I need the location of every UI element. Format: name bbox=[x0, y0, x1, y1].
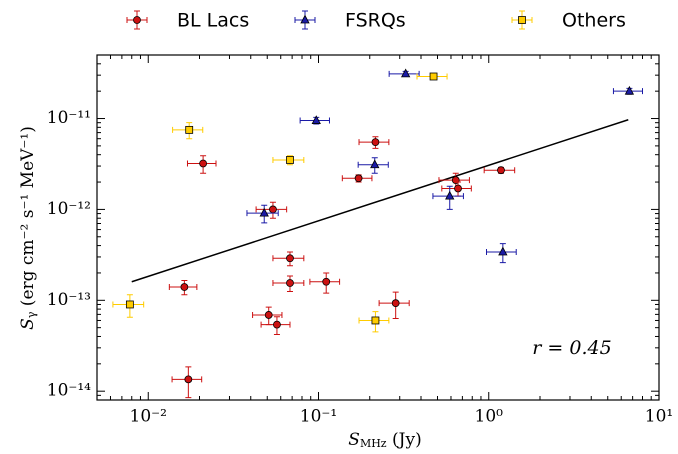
point bbox=[264, 311, 273, 319]
legend-label: Others bbox=[562, 10, 626, 32]
point bbox=[624, 85, 635, 95]
point bbox=[322, 277, 331, 286]
point bbox=[180, 283, 189, 291]
x-tick-label: 10⁻² bbox=[130, 407, 167, 427]
y-tick-label: 10⁻¹⁴ bbox=[47, 381, 91, 401]
y-axis-label: Sγ (erg cm⁻² s⁻¹ MeV⁻¹) bbox=[18, 126, 39, 330]
y-label-symbol: S bbox=[18, 318, 38, 330]
x-axis-label: SMHz (Jy) bbox=[348, 430, 421, 451]
point bbox=[125, 300, 134, 309]
point bbox=[269, 205, 277, 214]
point bbox=[498, 246, 508, 256]
point bbox=[286, 254, 294, 263]
plot-frame bbox=[96, 54, 660, 401]
fit-line bbox=[131, 119, 629, 283]
point bbox=[454, 184, 462, 193]
legend-label: FSRQs bbox=[345, 10, 406, 32]
point bbox=[445, 190, 455, 200]
y-tick-label: 10⁻¹¹ bbox=[47, 108, 91, 128]
x-label-symbol: S bbox=[348, 430, 360, 450]
point bbox=[184, 375, 193, 384]
x-tick-label: 10¹ bbox=[645, 407, 673, 427]
point bbox=[429, 72, 438, 81]
point bbox=[371, 138, 380, 147]
point bbox=[311, 115, 321, 124]
annotation: r = 0.45 bbox=[532, 337, 611, 359]
point bbox=[199, 159, 208, 168]
point bbox=[273, 320, 281, 329]
point bbox=[400, 68, 411, 78]
x-label-subscript: MHz bbox=[360, 437, 387, 450]
legend-marker bbox=[300, 14, 310, 24]
legend-marker bbox=[133, 16, 141, 24]
y-label-units: (erg cm⁻² s⁻¹ MeV⁻¹) bbox=[18, 126, 38, 311]
point bbox=[371, 316, 380, 325]
y-tick-label: 10⁻¹² bbox=[47, 199, 91, 219]
point bbox=[391, 299, 400, 308]
point bbox=[259, 207, 269, 217]
y-label-subscript: γ bbox=[25, 311, 38, 318]
point bbox=[370, 159, 380, 169]
point bbox=[497, 166, 505, 175]
legend-label: BL Lacs bbox=[177, 10, 249, 32]
x-tick-label: 10⁰ bbox=[475, 407, 504, 427]
x-label-units: (Jy) bbox=[387, 430, 422, 450]
point bbox=[185, 125, 194, 134]
point bbox=[286, 279, 294, 287]
legend-marker bbox=[518, 16, 526, 24]
point bbox=[286, 156, 294, 164]
y-tick-label: 10⁻¹³ bbox=[47, 290, 91, 310]
point bbox=[354, 174, 363, 183]
x-tick-label: 10⁻¹ bbox=[300, 407, 337, 427]
